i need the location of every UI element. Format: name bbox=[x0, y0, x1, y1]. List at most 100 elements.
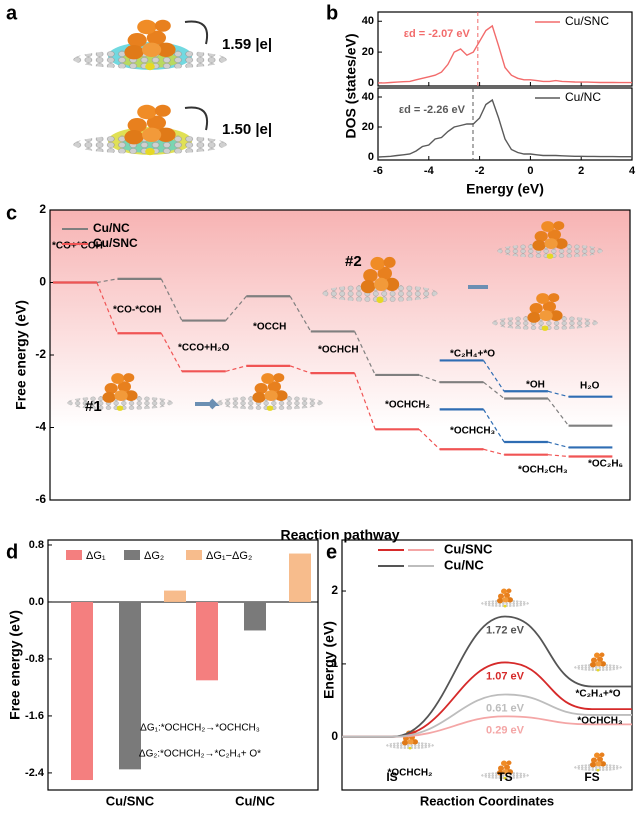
charge-label: 1.50 |e| bbox=[222, 121, 272, 138]
x-tick-label: -6 bbox=[373, 165, 383, 177]
legend-label: ΔG₁−ΔG₂ bbox=[206, 550, 252, 562]
step-label: *OCH₂CH₃ bbox=[518, 465, 568, 476]
plot-frame bbox=[377, 87, 633, 161]
plot-background bbox=[50, 210, 630, 500]
connector bbox=[547, 441, 569, 449]
legend-label: Cu/NC bbox=[93, 221, 130, 235]
bar bbox=[244, 601, 266, 631]
legend-swatch bbox=[124, 550, 140, 560]
y-tick-label: 0.0 bbox=[29, 596, 44, 608]
step-label: *OCHCH bbox=[318, 345, 359, 356]
barrier-label: 1.72 eV bbox=[486, 624, 525, 636]
connector bbox=[483, 448, 505, 456]
connector bbox=[482, 360, 505, 392]
bar bbox=[196, 601, 218, 681]
y-tick-label: 2 bbox=[39, 202, 46, 216]
legend-label: ΔG₁ bbox=[86, 550, 106, 562]
x-axis-label: Reaction pathway bbox=[280, 527, 399, 543]
x-axis-label: Reaction Coordinates bbox=[420, 793, 554, 808]
barrier-label: 0.29 eV bbox=[486, 724, 525, 736]
x-tick-label: -2 bbox=[475, 165, 485, 177]
connector bbox=[160, 332, 183, 372]
step-label: *CCO+H₂O bbox=[178, 343, 230, 354]
legend-swatch bbox=[66, 550, 82, 560]
dos-line bbox=[378, 24, 632, 84]
plot-frame bbox=[341, 539, 633, 791]
annotation: #2 bbox=[345, 253, 362, 270]
step-label: *OCCH bbox=[253, 322, 286, 333]
connector bbox=[418, 428, 441, 450]
y-tick-label: 20 bbox=[362, 121, 374, 133]
connector bbox=[547, 398, 570, 427]
step-label: *OH bbox=[526, 380, 545, 391]
y-tick-label: 1 bbox=[331, 656, 338, 670]
panel-a: 1.59 |e| 1.50 |e| bbox=[73, 19, 272, 156]
energy-curve bbox=[391, 615, 593, 738]
charge-label: 1.59 |e| bbox=[222, 36, 272, 53]
connector bbox=[483, 381, 505, 399]
y-tick-label: 0 bbox=[368, 151, 374, 163]
step-label: *OCHCH₂ bbox=[385, 400, 430, 411]
molecules-c bbox=[67, 221, 603, 411]
panel-label: d bbox=[6, 541, 18, 563]
connector bbox=[96, 278, 118, 284]
energy-curve bbox=[391, 715, 593, 738]
legend-label: Cu/SNC bbox=[444, 541, 493, 556]
x-tick-label: IS bbox=[386, 770, 397, 784]
plot-frame bbox=[377, 11, 633, 87]
annotation: ΔG₁:*OCHCH₂→*OCHCH₃ bbox=[140, 723, 260, 734]
x-tick-label: 4 bbox=[629, 165, 636, 177]
annotation: ΔG₂:*OCHCH₂→*C₂H₄+ O* bbox=[139, 749, 261, 760]
legend-label: ΔG₂ bbox=[144, 550, 164, 562]
x-tick-label: 0 bbox=[527, 165, 533, 177]
x-tick-label: FS bbox=[584, 770, 599, 784]
d-band-label: εd = -2.26 eV bbox=[399, 104, 466, 116]
connector bbox=[547, 454, 569, 458]
step-label: *OC₂H₆ bbox=[588, 459, 623, 470]
step-label: *CO-*COH bbox=[113, 305, 161, 316]
y-tick-label: 40 bbox=[362, 91, 374, 103]
panel-label: b bbox=[326, 2, 338, 24]
x-tick-label: -4 bbox=[424, 165, 435, 177]
legend-swatch bbox=[186, 550, 202, 560]
annotation: *OCHCH₃ bbox=[577, 716, 623, 727]
energy-curve bbox=[391, 693, 593, 738]
step-label: *OCHCH₃ bbox=[450, 426, 496, 437]
step-label: *CO+*COH bbox=[52, 241, 103, 252]
plot-frame bbox=[47, 539, 319, 791]
y-axis-label: DOS (states/eV) bbox=[343, 33, 359, 138]
y-tick-label: 0 bbox=[368, 77, 374, 89]
d-band-label: εd = -2.07 eV bbox=[404, 28, 471, 40]
connector bbox=[418, 374, 440, 383]
legend-label: Cu/NC bbox=[565, 90, 601, 104]
y-tick-label: 20 bbox=[362, 46, 374, 58]
y-tick-label: -0.8 bbox=[25, 653, 44, 665]
annotation: *C₂H₄+*O bbox=[575, 689, 620, 700]
y-tick-label: -4 bbox=[35, 420, 46, 434]
connector bbox=[354, 372, 376, 430]
panel-label: c bbox=[6, 202, 17, 224]
y-tick-label: -2.4 bbox=[25, 767, 45, 779]
dos-line bbox=[377, 98, 632, 158]
annotation: #1 bbox=[85, 398, 102, 415]
energy-curve bbox=[391, 661, 593, 738]
x-tick-label: 2 bbox=[578, 165, 584, 177]
connector bbox=[96, 282, 119, 334]
y-tick-label: -6 bbox=[35, 492, 46, 506]
y-axis-label: Energy (eV) bbox=[321, 621, 337, 699]
connector bbox=[289, 365, 311, 374]
y-axis-label: Free energy (eV) bbox=[13, 300, 29, 410]
connector bbox=[225, 295, 247, 321]
x-axis-label: Energy (eV) bbox=[466, 181, 544, 197]
step-label: *C₂H₄+*O bbox=[450, 349, 495, 360]
x-tick-label: Cu/NC bbox=[235, 793, 275, 808]
x-tick-label: Cu/SNC bbox=[106, 793, 155, 808]
legend-label: Cu/NC bbox=[444, 557, 484, 572]
bar bbox=[71, 601, 93, 781]
step-label: H₂O bbox=[580, 381, 600, 392]
legend-label: Cu/SNC bbox=[93, 236, 138, 250]
y-tick-label: 2 bbox=[331, 583, 338, 597]
y-tick-label: -2 bbox=[35, 347, 46, 361]
y-tick-label: 0 bbox=[331, 729, 338, 743]
